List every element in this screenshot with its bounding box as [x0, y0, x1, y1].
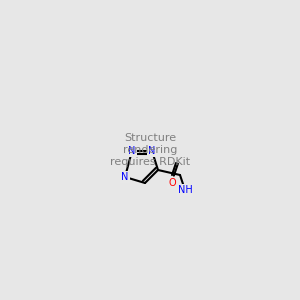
Text: N: N — [148, 146, 156, 156]
Text: Structure
rendering
requires RDKit: Structure rendering requires RDKit — [110, 134, 190, 166]
Text: N: N — [121, 172, 129, 182]
Text: NH: NH — [178, 185, 192, 195]
Text: N: N — [128, 146, 136, 156]
Text: O: O — [168, 178, 176, 188]
